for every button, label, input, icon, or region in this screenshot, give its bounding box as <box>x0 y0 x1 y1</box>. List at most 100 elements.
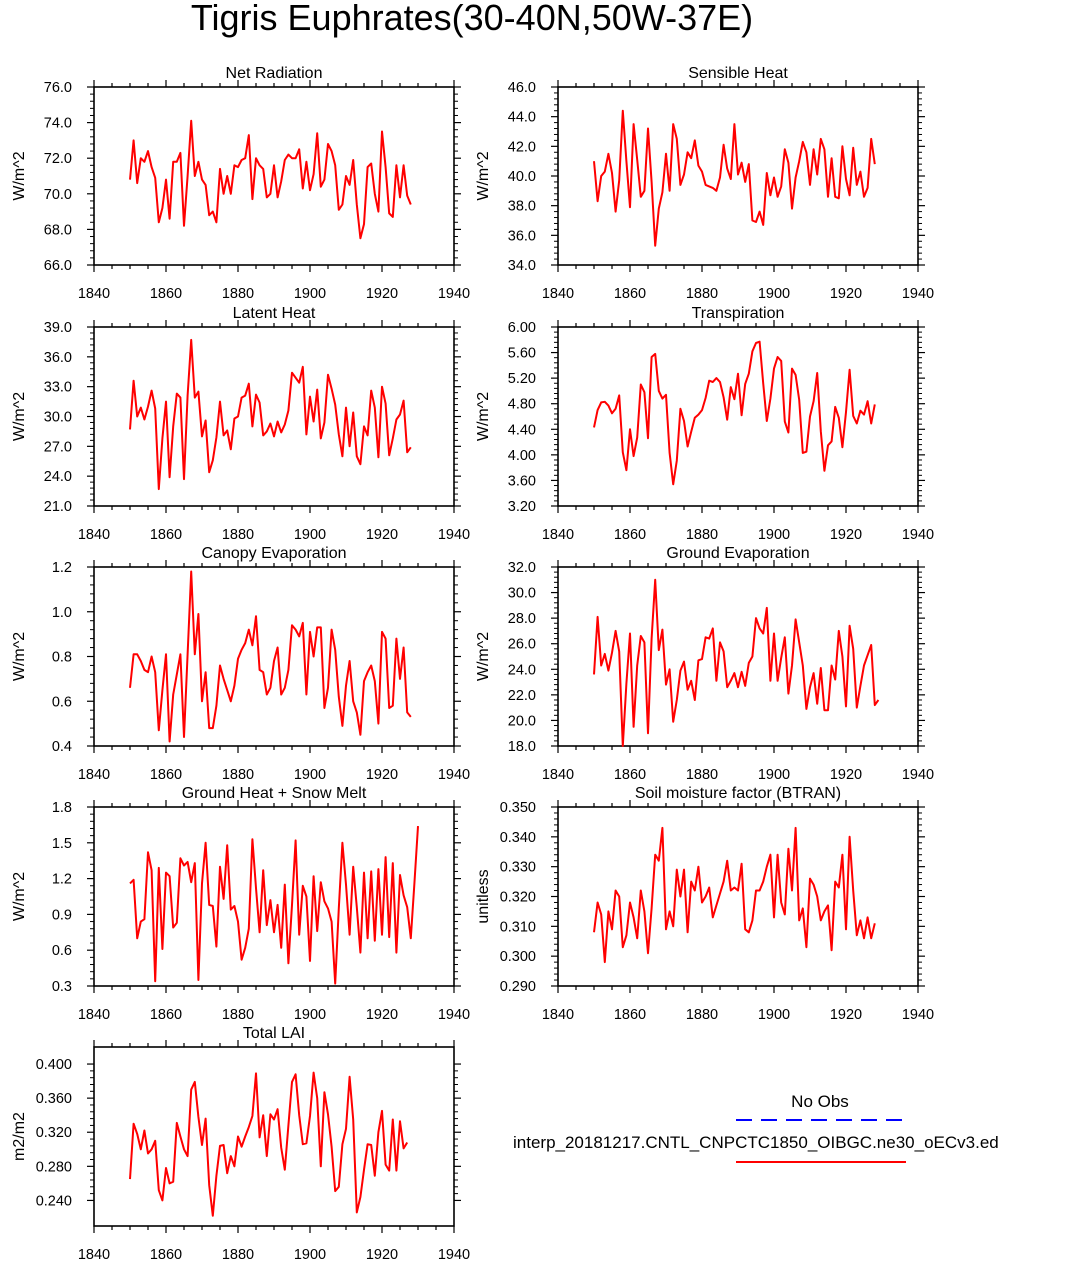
y-tick-label: 0.310 <box>500 919 536 935</box>
y-tick-label: 27.0 <box>44 439 72 455</box>
panel-title: Net Radiation <box>226 65 323 82</box>
series-line-model <box>129 570 412 743</box>
panel-title: Ground Evaporation <box>666 545 809 562</box>
y-axis-label: W/m^2 <box>11 151 28 200</box>
x-tick-label: 1860 <box>150 527 182 543</box>
plot-frame <box>557 326 919 507</box>
y-axis-label: W/m^2 <box>475 632 492 681</box>
y-tick-label: 0.360 <box>36 1091 72 1107</box>
y-axis-label: W/m^2 <box>475 151 492 200</box>
x-tick-label: 1860 <box>614 286 646 302</box>
x-tick-label: 1860 <box>614 767 646 783</box>
legend-obs-label: No Obs <box>791 1092 849 1111</box>
y-tick-label: 1.0 <box>52 605 72 621</box>
y-tick-label: 26.0 <box>508 637 536 653</box>
y-tick-label: 33.0 <box>44 380 72 396</box>
y-tick-label: 39.0 <box>44 320 72 336</box>
panel-title: Transpiration <box>692 305 785 322</box>
series-line-model <box>593 109 876 247</box>
y-tick-label: 0.4 <box>52 739 72 755</box>
x-tick-label: 1940 <box>438 527 470 543</box>
x-tick-label: 1920 <box>830 1007 862 1023</box>
x-tick-label: 1920 <box>830 527 862 543</box>
x-tick-label: 1900 <box>294 767 326 783</box>
panel-title: Total LAI <box>243 1025 305 1042</box>
y-tick-label: 1.2 <box>52 560 72 576</box>
x-tick-label: 1940 <box>438 1007 470 1023</box>
y-tick-label: 0.350 <box>500 800 536 816</box>
y-tick-label: 28.0 <box>508 611 536 627</box>
y-tick-label: 0.320 <box>500 890 536 906</box>
x-tick-label: 1840 <box>78 1247 110 1261</box>
panel-ground-evaporation: Ground Evaporation W/m^2 1840 1860 1880 1900 1… <box>475 545 934 783</box>
y-tick-label: 0.330 <box>500 860 536 876</box>
x-tick-label: 1860 <box>150 286 182 302</box>
y-tick-label: 6.00 <box>508 320 536 336</box>
y-tick-label: 40.0 <box>508 169 536 185</box>
x-tick-label: 1860 <box>150 767 182 783</box>
y-tick-label: 1.2 <box>52 872 72 888</box>
series-line-model <box>129 119 412 240</box>
x-tick-label: 1940 <box>902 286 934 302</box>
y-tick-label: 0.320 <box>36 1125 72 1141</box>
y-tick-label: 5.60 <box>508 346 536 362</box>
x-tick-label: 1880 <box>686 1007 718 1023</box>
y-tick-label: 24.0 <box>44 469 72 485</box>
y-tick-label: 5.20 <box>508 371 536 387</box>
x-tick-label: 1880 <box>222 286 254 302</box>
y-tick-label: 68.0 <box>44 222 72 238</box>
y-tick-label: 22.0 <box>508 688 536 704</box>
y-tick-label: 76.0 <box>44 80 72 96</box>
x-tick-label: 1900 <box>758 767 790 783</box>
y-axis-label: W/m^2 <box>11 872 28 921</box>
series-line-model <box>593 826 876 964</box>
y-tick-label: 36.0 <box>508 228 536 244</box>
x-tick-label: 1880 <box>222 527 254 543</box>
x-tick-label: 1860 <box>614 527 646 543</box>
plot-frame <box>557 806 919 987</box>
series-line-model <box>129 1071 409 1217</box>
y-tick-label: 0.6 <box>52 694 72 710</box>
y-tick-label: 44.0 <box>508 110 536 126</box>
x-tick-label: 1840 <box>542 1007 574 1023</box>
y-tick-label: 3.60 <box>508 473 536 489</box>
y-tick-label: 0.240 <box>36 1193 72 1209</box>
y-tick-label: 32.0 <box>508 560 536 576</box>
y-tick-label: 38.0 <box>508 199 536 215</box>
panel-ground-heat-snow-melt: Ground Heat + Snow Melt W/m^2 1840 1860 1880… <box>11 785 470 1023</box>
y-tick-label: 0.290 <box>500 979 536 995</box>
x-tick-label: 1900 <box>294 1007 326 1023</box>
panel-soil-moisture-factor-btran: Soil moisture factor (BTRAN) unitless 1840… <box>475 785 934 1023</box>
x-tick-label: 1900 <box>758 527 790 543</box>
x-tick-label: 1940 <box>902 767 934 783</box>
panels: Net Radiation W/m^2 1840 1860 1880 1900 1920 19… <box>11 65 934 1261</box>
x-tick-label: 1940 <box>438 1247 470 1261</box>
y-tick-label: 21.0 <box>44 499 72 515</box>
y-tick-label: 4.40 <box>508 422 536 438</box>
x-tick-label: 1900 <box>294 286 326 302</box>
y-tick-label: 74.0 <box>44 116 72 132</box>
x-tick-label: 1840 <box>542 767 574 783</box>
x-tick-label: 1880 <box>222 1247 254 1261</box>
x-tick-label: 1880 <box>222 767 254 783</box>
y-axis-label: W/m^2 <box>11 632 28 681</box>
plot-frame <box>93 566 455 747</box>
y-tick-label: 0.280 <box>36 1159 72 1175</box>
y-axis-label: W/m^2 <box>475 392 492 441</box>
panel-title: Latent Heat <box>233 305 316 322</box>
x-tick-label: 1940 <box>902 527 934 543</box>
y-tick-label: 30.0 <box>44 410 72 426</box>
y-tick-label: 3.20 <box>508 499 536 515</box>
y-tick-label: 0.300 <box>500 949 536 965</box>
y-tick-label: 0.8 <box>52 650 72 666</box>
series-line-model <box>129 338 412 491</box>
y-tick-label: 42.0 <box>508 139 536 155</box>
series-line-model <box>593 340 876 486</box>
x-tick-label: 1840 <box>78 286 110 302</box>
x-tick-label: 1880 <box>686 527 718 543</box>
panel-title: Canopy Evaporation <box>202 545 347 562</box>
y-tick-label: 0.3 <box>52 979 72 995</box>
x-tick-label: 1920 <box>830 767 862 783</box>
y-tick-label: 1.8 <box>52 800 72 816</box>
